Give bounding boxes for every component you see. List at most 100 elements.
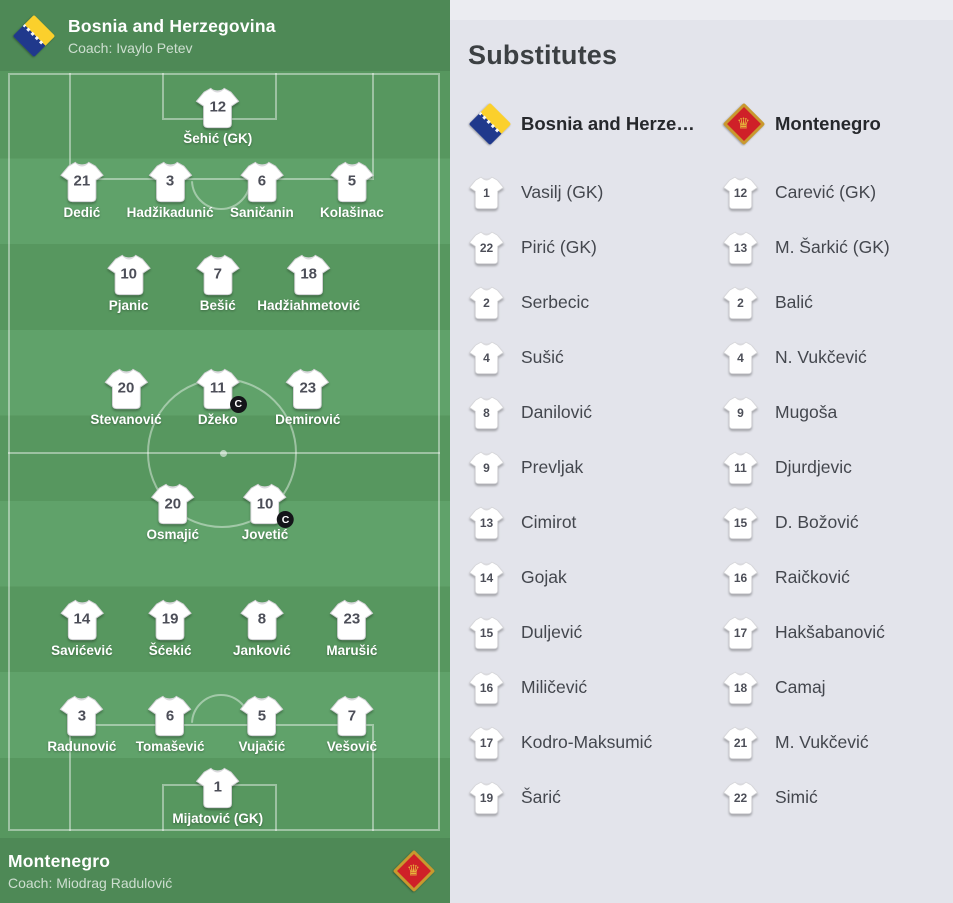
player-name: Šćekić <box>148 642 192 658</box>
jersey-number: 23 <box>343 610 361 628</box>
captain-badge: C <box>229 395 247 413</box>
substitute-name: Gojak <box>521 567 567 587</box>
substitute-row: 8 Danilović <box>468 385 722 440</box>
home-team-coach: Coach: Ivaylo Petev <box>68 39 193 56</box>
pitch-player: 3 C Radunović <box>47 694 116 754</box>
substitute-name: Djurdjevic <box>775 457 852 477</box>
pitch-player: 10 C Pjanic <box>106 253 152 313</box>
jersey-number: 19 <box>161 610 179 628</box>
pitch-player: 18 C Hadžiahmetović <box>257 253 360 313</box>
jersey-icon: 15 <box>468 615 505 650</box>
penalty-area-top <box>69 73 374 180</box>
substitute-name: Carević (GK) <box>775 182 877 202</box>
jersey-icon: 9 <box>468 450 505 485</box>
jersey-number: 18 <box>733 680 748 695</box>
substitute-row: 9 Prevljak <box>468 440 722 495</box>
player-name: Šehić (GK) <box>183 130 253 146</box>
jersey-number: 12 <box>733 185 748 200</box>
substitute-name: Raičković <box>775 567 850 587</box>
jersey-icon: 6 C <box>147 694 193 737</box>
substitute-row: 4 N. Vukčević <box>722 330 953 385</box>
jersey-icon: 17 <box>468 725 505 760</box>
player-name: Saničanin <box>230 204 294 220</box>
substitute-name: Vasilj (GK) <box>521 182 604 202</box>
jersey-number: 21 <box>733 735 748 750</box>
player-name: Bešić <box>199 297 236 313</box>
home-team-header: Bosnia and Herzegovina Coach: Ivaylo Pet… <box>0 0 450 71</box>
substitute-row: 13 Cimirot <box>468 495 722 550</box>
jersey-number: 1 <box>213 778 222 796</box>
away-team-name: Montenegro <box>8 850 111 871</box>
jersey-icon: 23 C <box>285 367 331 410</box>
substitutes-away-team-name: Montenegro <box>775 113 881 134</box>
bosnia-flag-icon <box>12 14 56 58</box>
jersey-number: 4 <box>737 350 744 365</box>
jersey-icon: 5 C <box>239 694 285 737</box>
pitch-player: 14 C Savićević <box>51 598 113 658</box>
jersey-icon: 8 C <box>239 598 285 641</box>
jersey-icon: 7 C <box>195 253 241 296</box>
pitch-player: 7 C Bešić <box>195 253 241 313</box>
jersey-icon: 6 C <box>239 160 285 203</box>
substitute-name: M. Šarkić (GK) <box>775 237 890 257</box>
jersey-icon: 3 C <box>147 160 193 203</box>
jersey-icon: 20 C <box>150 482 196 525</box>
pitch: Bosnia and Herzegovina Coach: Ivaylo Pet… <box>0 0 450 903</box>
substitute-row: 21 M. Vukčević <box>722 715 953 770</box>
substitute-row: 15 D. Božović <box>722 495 953 550</box>
jersey-icon: 13 <box>722 230 759 265</box>
pitch-player: 6 C Tomašević <box>136 694 204 754</box>
player-name: Janković <box>232 642 291 658</box>
substitute-row: 1 Vasilj (GK) <box>468 165 722 220</box>
jersey-icon: 9 <box>722 395 759 430</box>
substitute-row: 19 Šarić <box>468 770 722 825</box>
bosnia-flag-icon <box>468 102 512 146</box>
pitch-player: 7 C Vešović <box>327 694 377 754</box>
pitch-player: 23 C Demirović <box>275 367 340 427</box>
player-name: Osmajić <box>146 527 200 543</box>
pitch-player: 10 C Jovetić <box>241 482 295 543</box>
pitch-player: 5 C Vujačić <box>238 694 286 755</box>
player-name: Stevanović <box>90 411 162 427</box>
substitute-row: 22 Pirić (GK) <box>468 220 722 275</box>
jersey-number: 22 <box>479 240 494 255</box>
penalty-area-bottom <box>69 724 374 831</box>
jersey-number: 12 <box>209 98 227 116</box>
jersey-icon: 14 <box>468 560 505 595</box>
player-name: Vujačić <box>238 739 286 755</box>
substitutes-home-header: Bosnia and Herze… <box>468 101 722 147</box>
player-name: Jovetić <box>241 527 289 543</box>
jersey-number: 17 <box>479 735 494 750</box>
jersey-number: 4 <box>483 350 490 365</box>
montenegro-flag-icon <box>392 849 436 893</box>
jersey-number: 10 <box>256 495 274 513</box>
jersey-icon: 1 <box>468 175 505 210</box>
substitute-row: 11 Djurdjevic <box>722 440 953 495</box>
jersey-number: 23 <box>299 379 317 397</box>
jersey-number: 3 <box>77 707 87 725</box>
jersey-number: 11 <box>209 379 226 397</box>
jersey-icon: 3 C <box>59 694 105 737</box>
substitute-name: Prevljak <box>521 457 584 477</box>
jersey-number: 15 <box>733 515 748 530</box>
jersey-icon: 18 C <box>286 253 332 296</box>
jersey-number: 11 <box>734 460 747 475</box>
substitute-name: Camaj <box>775 677 826 697</box>
substitute-name: Sušić <box>521 347 564 367</box>
captain-badge: C <box>277 511 295 529</box>
pitch-player: 12 C Šehić (GK) <box>183 86 252 146</box>
pitch-player: 23 C Marušić <box>326 598 377 658</box>
substitute-name: Simić <box>775 787 818 807</box>
substitute-name: N. Vukčević <box>775 347 867 367</box>
jersey-icon: 4 <box>722 340 759 375</box>
jersey-number: 19 <box>479 790 494 805</box>
substitutes-column-away: Montenegro 12 Carević (GK) 13 <box>722 101 953 825</box>
substitute-name: Kodro-Maksumić <box>521 732 653 752</box>
substitute-row: 14 Gojak <box>468 550 722 605</box>
jersey-icon: 22 <box>468 230 505 265</box>
jersey-number: 3 <box>165 172 175 190</box>
montenegro-flag-icon <box>722 102 766 146</box>
player-name: Pjanic <box>108 297 149 313</box>
home-team-name: Bosnia and Herzegovina <box>68 15 276 36</box>
substitute-row: 22 Simić <box>722 770 953 825</box>
